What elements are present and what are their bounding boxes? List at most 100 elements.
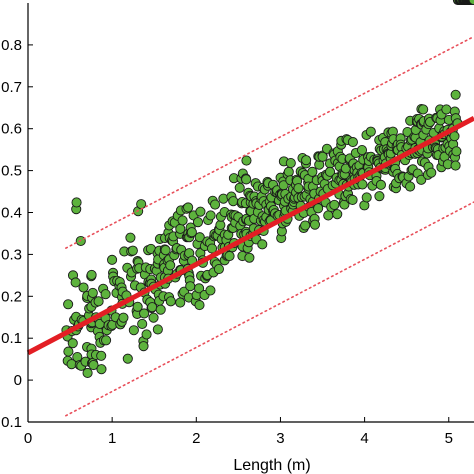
data-point (78, 282, 89, 293)
data-point (257, 239, 268, 250)
data-point (177, 215, 188, 226)
data-point (71, 197, 82, 208)
y-tick-label: 0.2 (1, 288, 22, 305)
data-point (93, 296, 104, 307)
data-point (224, 251, 235, 262)
y-tick-label: 0.7 (1, 79, 22, 96)
data-point (96, 364, 107, 375)
data-point (426, 167, 437, 178)
data-point (96, 350, 107, 361)
data-point (86, 269, 97, 280)
data-point (132, 301, 143, 312)
data-point (194, 300, 205, 311)
data-point (192, 217, 204, 228)
data-point (309, 219, 321, 230)
x-tick-label: 4 (360, 430, 368, 447)
data-point (194, 283, 205, 294)
data-point (183, 202, 194, 213)
data-point (152, 324, 163, 335)
y-tick-label: 0.1 (1, 414, 22, 431)
data-point (283, 166, 294, 177)
data-point (148, 312, 159, 323)
y-tick-label: 0.3 (1, 246, 22, 263)
data-point (241, 174, 252, 185)
data-point (70, 277, 81, 288)
fit-line-layer (26, 116, 474, 356)
data-point (165, 296, 176, 307)
data-point (450, 89, 461, 100)
data-point (449, 131, 460, 142)
data-point (185, 281, 196, 292)
data-point (450, 160, 461, 171)
data-point (332, 209, 343, 220)
prediction-bounds (65, 35, 474, 417)
data-point (228, 196, 239, 207)
data-point (347, 137, 358, 148)
data-point (195, 206, 206, 217)
x-tick-label: 3 (276, 430, 284, 447)
x-axis-label: Length (m) (233, 457, 310, 474)
data-point (375, 179, 386, 190)
data-point (307, 166, 318, 177)
data-point (122, 353, 133, 364)
lower-bound-line (65, 201, 474, 417)
data-point (206, 243, 218, 254)
data-point (160, 245, 171, 256)
data-point (88, 359, 99, 371)
data-point (357, 179, 368, 190)
fit-line (26, 116, 474, 356)
data-point (175, 223, 186, 234)
data-point (205, 210, 216, 221)
data-point (205, 285, 216, 296)
data-point (101, 335, 112, 346)
data-point (365, 126, 376, 137)
data-point (127, 245, 138, 256)
data-point (356, 145, 368, 156)
data-point (313, 203, 324, 214)
data-point (234, 182, 245, 193)
data-point (82, 367, 93, 379)
y-tick-label: 0.6 (1, 121, 22, 138)
data-point (323, 210, 334, 221)
data-point (324, 166, 336, 177)
data-point (241, 155, 252, 166)
data-point (63, 299, 74, 310)
y-tick-label: 0.8 (1, 37, 22, 54)
data-point (128, 325, 139, 336)
data-point (155, 304, 166, 315)
data-point (213, 264, 224, 275)
y-tick-label: 0.1 (1, 330, 22, 347)
axes: 0 1 2 3 4 50.100.10.20.30.40.50.60.70.8 (1, 3, 474, 447)
data-point (118, 312, 129, 323)
data-point (244, 252, 255, 263)
upper-bound-line (65, 35, 474, 249)
data-point (87, 287, 98, 299)
points-layer (61, 0, 474, 379)
data-point (165, 260, 176, 271)
data-point (416, 174, 427, 185)
data-point (125, 232, 136, 243)
data-point (441, 104, 452, 115)
data-point (186, 227, 197, 238)
data-point (405, 181, 416, 192)
y-tick-label: 0.5 (1, 163, 22, 180)
data-point (293, 183, 304, 194)
data-point (175, 297, 186, 308)
y-tick-label: 0 (14, 372, 22, 389)
data-point (210, 199, 221, 210)
data-point (374, 191, 385, 202)
data-point (63, 346, 74, 357)
data-point (347, 194, 358, 205)
data-point (317, 151, 328, 162)
data-point (301, 155, 312, 166)
x-tick-label: 2 (192, 430, 200, 447)
data-point (194, 232, 205, 243)
data-point (137, 318, 148, 330)
data-point (141, 329, 152, 340)
data-point (300, 220, 311, 231)
x-tick-label: 0 (24, 430, 32, 447)
data-point (451, 146, 462, 157)
data-point (361, 192, 372, 203)
